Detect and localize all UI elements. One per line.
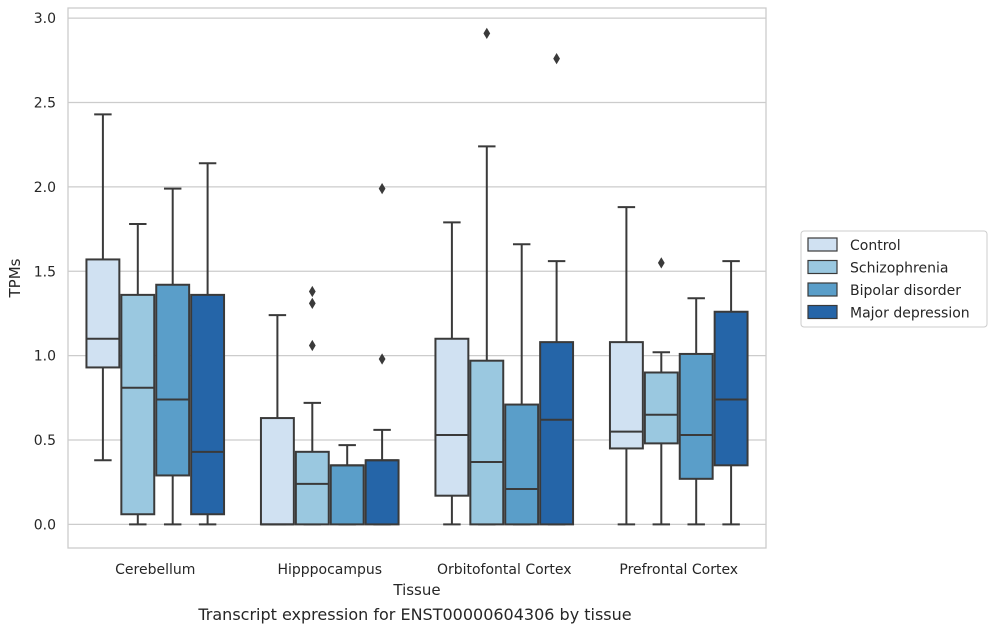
- x-tick-label: Cerebellum: [115, 562, 195, 578]
- box-body: [539, 341, 575, 526]
- box-control: [434, 221, 470, 526]
- outlier-point: [308, 339, 316, 352]
- y-tick-label: 0.5: [34, 433, 56, 449]
- box-schizophrenia: [120, 223, 156, 526]
- box-body: [294, 450, 330, 526]
- chart-caption: Transcript expression for ENST0000060430…: [198, 605, 632, 624]
- legend-swatch: [807, 304, 838, 320]
- box-control: [85, 113, 121, 462]
- y-tick-label: 2.5: [34, 96, 56, 112]
- box-body: [85, 258, 121, 369]
- x-tick-label: Prefrontal Cortex: [619, 562, 738, 578]
- y-tick-label: 3.0: [34, 11, 56, 27]
- box-major-depression: [364, 182, 400, 526]
- box-schizophrenia: [643, 257, 679, 526]
- box-body: [120, 293, 156, 516]
- y-tick-label: 0.0: [34, 517, 56, 533]
- box-major-depression: [539, 53, 575, 526]
- x-tick-label: Orbitofontal Cortex: [437, 562, 572, 578]
- legend-label: Schizophrenia: [850, 261, 948, 277]
- legend-frame: [800, 230, 988, 328]
- plot-frame: [67, 7, 767, 549]
- legend-label: Bipolar disorder: [850, 283, 961, 299]
- box-body: [329, 464, 365, 526]
- box-body: [364, 459, 400, 526]
- legend-label: Major depression: [850, 306, 970, 322]
- y-tick-label: 2.0: [34, 180, 56, 196]
- box-body: [190, 293, 226, 516]
- box-major-depression: [713, 260, 749, 526]
- outlier-point: [657, 257, 665, 269]
- box-body: [504, 403, 540, 526]
- box-schizophrenia: [294, 285, 330, 526]
- box-body: [155, 283, 191, 477]
- box-body: [259, 417, 295, 526]
- legend-swatch: [807, 259, 838, 275]
- outlier-point: [378, 353, 386, 365]
- box-major-depression: [190, 162, 226, 526]
- box-control: [608, 206, 644, 526]
- outlier-point: [308, 285, 316, 298]
- box-body: [434, 337, 470, 497]
- outlier-point: [553, 53, 560, 65]
- box-bipolar-disorder: [329, 444, 365, 526]
- axes: 0.0 0.5 1.0 1.5 2.0 2.5 3.0 Cerebellum Hipppocam…: [34, 7, 767, 578]
- x-tick-label: Hipppocampus: [277, 562, 382, 578]
- box-body: [643, 371, 679, 445]
- box-schizophrenia: [469, 27, 505, 526]
- outlier-point: [483, 27, 491, 39]
- box-control: [259, 314, 295, 526]
- y-tick-label: 1.0: [34, 349, 56, 365]
- box-bipolar-disorder: [155, 187, 191, 526]
- outlier-point: [378, 182, 386, 195]
- y-axis-label: TPMs: [6, 258, 24, 298]
- box-body: [678, 352, 714, 480]
- outlier-point: [308, 297, 316, 309]
- box-plot-groups: [85, 27, 749, 526]
- legend: Control Schizophrenia Bipolar disorder Majo…: [800, 230, 988, 328]
- legend-label: Control: [850, 238, 901, 254]
- box-body: [713, 310, 749, 467]
- legend-swatch: [807, 237, 838, 252]
- x-axis-label: Tissue: [392, 581, 440, 599]
- y-tick-label: 1.5: [34, 264, 56, 280]
- box-body: [469, 359, 505, 526]
- box-bipolar-disorder: [678, 297, 714, 526]
- legend-swatch: [807, 282, 838, 297]
- box-bipolar-disorder: [504, 243, 540, 526]
